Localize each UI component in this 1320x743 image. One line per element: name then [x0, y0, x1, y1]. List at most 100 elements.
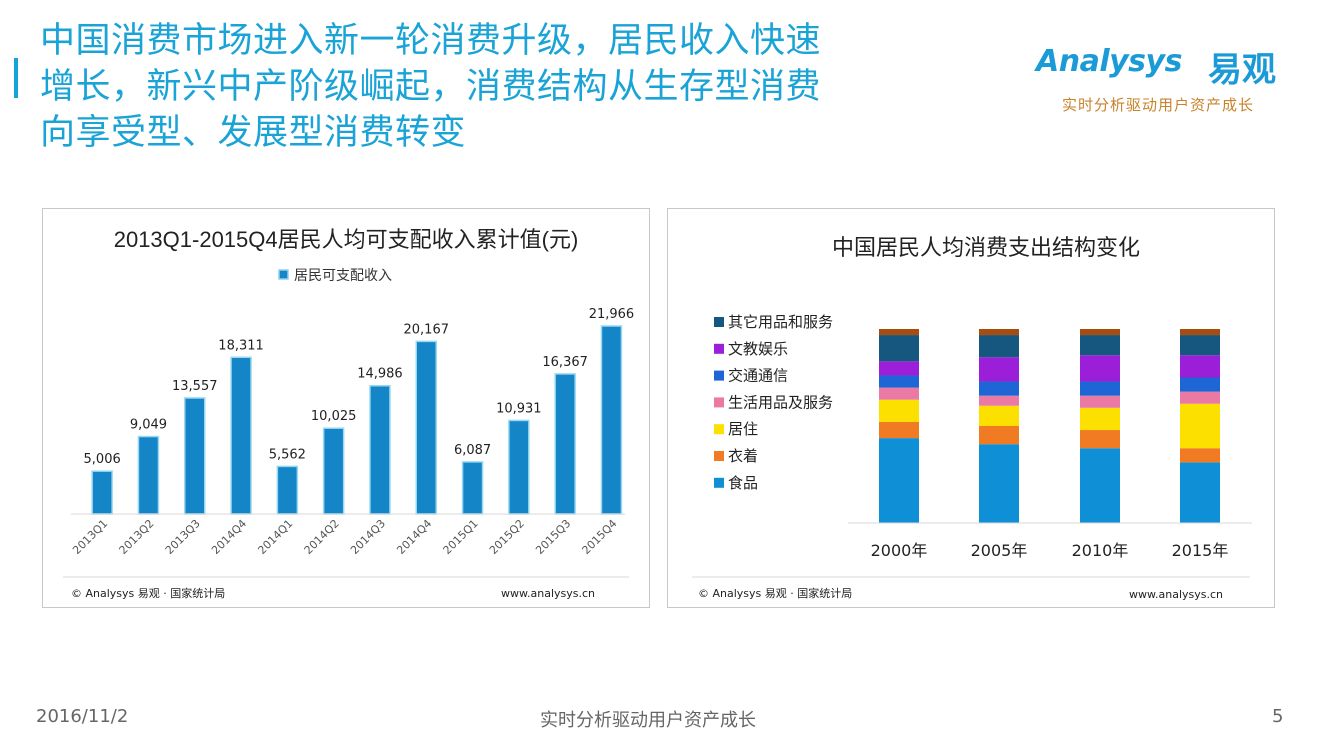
- segment-文教娱乐: [879, 361, 919, 376]
- x-tick-label: 2013Q3: [163, 517, 203, 557]
- bar-2014Q2: [322, 427, 345, 515]
- bar-2013Q1: [91, 470, 113, 515]
- segment-居住: [879, 399, 919, 422]
- x-tick-label: 2010年: [1072, 541, 1129, 560]
- headline-line-3: 向享受型、发展型消费转变: [40, 113, 467, 153]
- data-label: 18,311: [218, 338, 263, 353]
- source-site: www.analysys.cn: [1129, 588, 1223, 601]
- segment-食品: [879, 438, 919, 523]
- data-label: 14,986: [357, 367, 403, 382]
- x-tick-label: 2014Q2: [302, 517, 342, 557]
- data-label: 5,562: [269, 447, 306, 462]
- legend-swatch: [714, 370, 724, 381]
- data-label: 21,966: [589, 307, 635, 322]
- bar-2014Q1: [276, 465, 299, 515]
- x-tick-label: 2013Q2: [117, 517, 157, 557]
- segment-衣着: [1080, 430, 1120, 449]
- legend-label: 食品: [728, 474, 758, 492]
- segment-食品: [1080, 448, 1120, 523]
- segment-文教娱乐: [1080, 355, 1120, 382]
- segment-衣着: [879, 421, 919, 439]
- logo-chinese-name: 易观: [1208, 50, 1276, 90]
- footer-date: 2016/11/2: [36, 706, 129, 727]
- headline-line-2: 增长，新兴中产阶级崛起，消费结构从生存型消费: [40, 67, 822, 107]
- data-label: 13,557: [172, 379, 218, 394]
- logo-wordmark: Analysys: [1036, 44, 1182, 79]
- segment-居住: [1180, 403, 1220, 449]
- legend-label: 居住: [728, 420, 758, 438]
- legend-label: 居民可支配收入: [294, 268, 392, 284]
- segment-衣着: [979, 426, 1019, 445]
- bar-2015Q4: [600, 325, 623, 515]
- title-accent-bar: [14, 58, 18, 98]
- data-label: 16,367: [542, 355, 588, 370]
- page-headline: 中国消费市场进入新一轮消费升级，居民收入快速 增长，新兴中产阶级崛起，消费结构从…: [40, 18, 940, 156]
- source-note: © Analysys 易观 · 国家统计局: [698, 586, 852, 600]
- segment-其它用品和服务: [979, 335, 1019, 358]
- headline-line-1: 中国消费市场进入新一轮消费升级，居民收入快速: [40, 21, 822, 61]
- chart-title: 中国居民人均消费支出结构变化: [832, 236, 1140, 261]
- bar-2014Q4: [415, 340, 437, 515]
- spending-stacked-chart: 中国居民人均消费支出结构变化 其它用品和服务文教娱乐交通通信生活用品及服务居住衣…: [692, 236, 1252, 601]
- bar-2014Q4: [230, 356, 252, 515]
- segment-食品: [1180, 462, 1220, 523]
- x-tick-label: 2014Q1: [255, 517, 295, 557]
- x-tick-label: 2000年: [871, 541, 928, 560]
- segment-生活用品及服务: [1180, 391, 1220, 404]
- segment-交通通信: [879, 375, 919, 388]
- data-label: 20,167: [404, 322, 450, 337]
- segment-生活用品及服务: [979, 395, 1019, 406]
- x-tick-label: 2015年: [1172, 541, 1229, 560]
- logo-tagline: 实时分析驱动用户资产成长: [1062, 96, 1255, 114]
- x-tick-label: 2013Q1: [70, 517, 110, 557]
- x-tick-label: 2014Q4: [209, 517, 249, 557]
- legend-swatch: [714, 477, 724, 488]
- legend-swatch: [714, 397, 724, 408]
- segment-衣着: [1180, 448, 1220, 463]
- x-tick-label: 2005年: [971, 541, 1028, 560]
- bar-2013Q2: [137, 435, 160, 515]
- legend-label: 交通通信: [728, 367, 788, 385]
- segment-生活用品及服务: [879, 387, 919, 400]
- data-label: 10,025: [311, 409, 357, 424]
- income-bar-chart: 2013Q1-2015Q4居民人均可支配收入累计值(元) 居民可支配收入 5,0…: [63, 227, 635, 600]
- segment-其它用品和服务: [879, 335, 919, 362]
- segment-交通通信: [1180, 377, 1220, 392]
- legend-swatch: [714, 317, 724, 327]
- segment-其它: [1080, 329, 1120, 336]
- data-label: 9,049: [130, 418, 167, 433]
- data-label: 6,087: [454, 443, 491, 458]
- legend-swatch: [714, 424, 724, 435]
- x-tick-label: 2015Q3: [533, 517, 573, 557]
- segment-食品: [979, 444, 1019, 523]
- income-chart-panel: 2013Q1-2015Q4居民人均可支配收入累计值(元) 居民可支配收入 5,0…: [42, 208, 650, 608]
- x-tick-label: 2015Q4: [580, 517, 620, 557]
- segment-其它: [879, 329, 919, 336]
- legend-label: 其它用品和服务: [728, 313, 833, 331]
- x-tick-label: 2015Q1: [441, 517, 481, 557]
- data-label: 10,931: [496, 401, 542, 416]
- segment-文教娱乐: [979, 357, 1019, 382]
- legend-swatch: [714, 451, 724, 461]
- segment-其它用品和服务: [1180, 335, 1220, 356]
- bar-2013Q3: [184, 397, 206, 515]
- bar-2015Q2: [508, 419, 530, 515]
- legend-swatch: [714, 343, 724, 354]
- bar-2015Q3: [554, 373, 576, 515]
- data-label: 5,006: [84, 452, 121, 467]
- bar-2015Q1: [461, 461, 484, 515]
- x-tick-label: 2014Q3: [348, 517, 388, 557]
- segment-其它: [1180, 329, 1220, 336]
- chart-title: 2013Q1-2015Q4居民人均可支配收入累计值(元): [114, 227, 579, 252]
- footer-page-number: 5: [1272, 706, 1284, 727]
- segment-居住: [1080, 407, 1120, 431]
- legend-label: 生活用品及服务: [728, 393, 833, 411]
- analysys-logo: Analysys 易观 实时分析驱动用户资产成长: [1036, 40, 1306, 120]
- segment-交通通信: [1080, 381, 1120, 396]
- legend-label: 衣着: [728, 447, 758, 465]
- bar-2014Q3: [369, 384, 391, 515]
- legend-label: 文教娱乐: [728, 340, 788, 358]
- legend-swatch: [278, 269, 289, 280]
- footer-slogan: 实时分析驱动用户资产成长: [540, 710, 756, 731]
- segment-其它: [979, 329, 1019, 336]
